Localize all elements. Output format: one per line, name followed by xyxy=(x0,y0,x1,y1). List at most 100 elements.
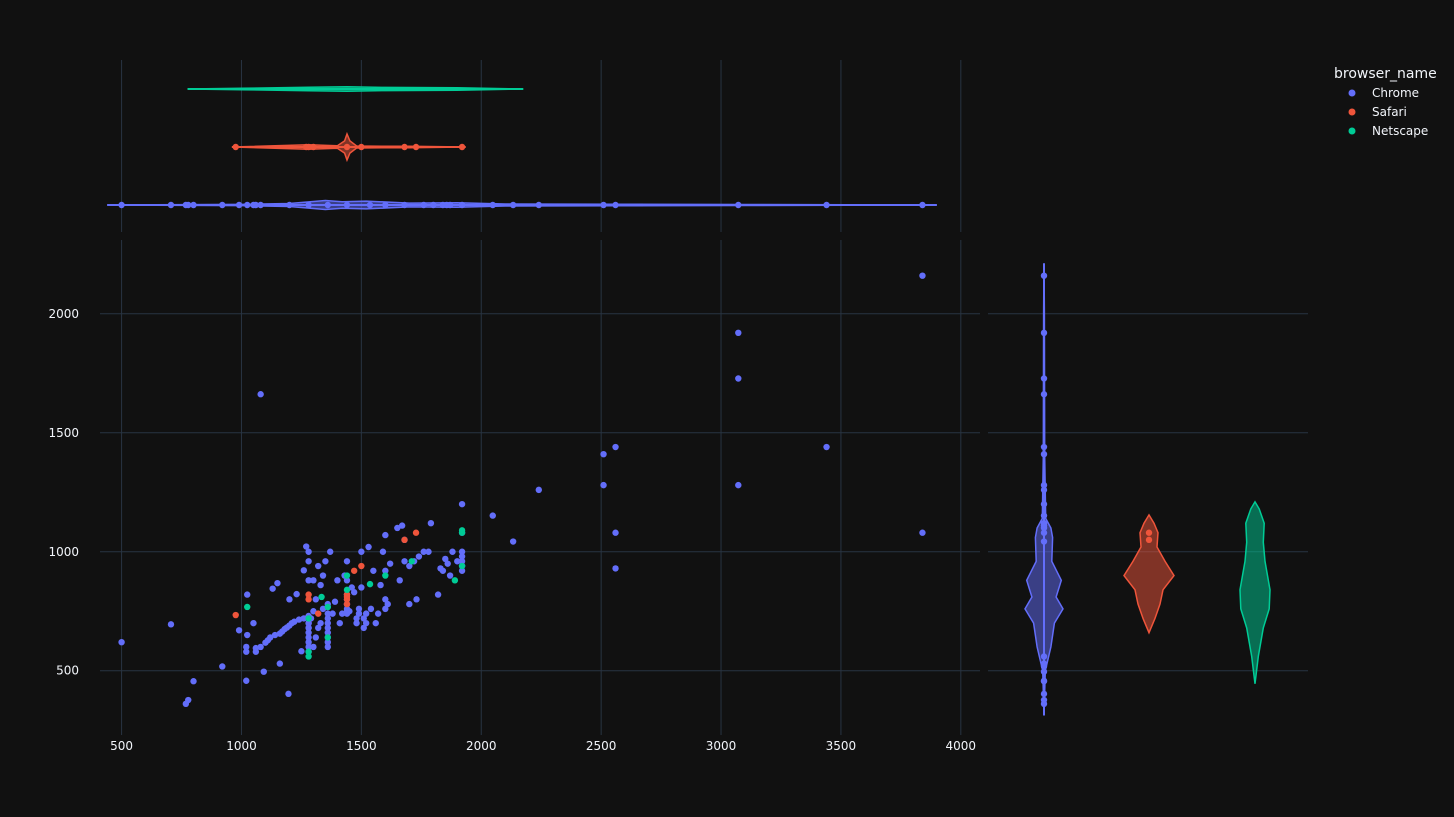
scatter-point xyxy=(315,610,322,617)
scatter-point xyxy=(324,603,331,611)
scatter-point xyxy=(353,615,360,622)
scatter-point xyxy=(535,486,543,494)
violin-point xyxy=(310,143,317,151)
legend-label: Netscape xyxy=(1372,124,1428,138)
scatter-point xyxy=(305,624,312,632)
legend[interactable]: browser_name Chrome Safari Netscape xyxy=(1334,66,1437,138)
marginal-y-violins xyxy=(1024,263,1271,716)
scatter-point xyxy=(458,558,466,565)
scatter-point xyxy=(355,605,363,613)
violin-point xyxy=(823,201,830,209)
scatter-point xyxy=(427,519,435,527)
scatter-point xyxy=(382,572,389,579)
scatter-point xyxy=(449,548,456,555)
violin-point xyxy=(1040,512,1048,519)
scatter-point xyxy=(252,648,260,655)
scatter-point xyxy=(358,562,365,570)
scatter-point xyxy=(350,567,358,574)
scatter-point xyxy=(401,558,408,565)
violin-body xyxy=(1123,513,1175,635)
scatter-point xyxy=(408,558,415,565)
marginal-x-violin-safari xyxy=(231,131,466,163)
series-chrome xyxy=(118,272,926,708)
scatter-point xyxy=(382,531,389,539)
scatter-point xyxy=(360,624,367,632)
violin-point xyxy=(185,201,192,209)
violin-point xyxy=(305,201,312,209)
scatter-point xyxy=(367,605,375,613)
axis-ticks: 500 1000 1500 2000 2500 3000 3500 4000 500 1000 15… xyxy=(48,307,976,753)
y-tick-label: 2000 xyxy=(48,307,79,321)
violin-point xyxy=(1040,660,1048,667)
legend-item-safari[interactable]: Safari xyxy=(1348,105,1407,119)
marginal-y-violin-safari xyxy=(1123,513,1175,635)
violin-point xyxy=(167,201,175,209)
scatter-point xyxy=(458,567,466,574)
scatter-point xyxy=(319,605,327,613)
scatter-point xyxy=(269,585,276,592)
violin-point xyxy=(600,201,607,209)
y-tick-label: 500 xyxy=(56,664,79,678)
scatter-point xyxy=(312,634,320,641)
scatter-point xyxy=(243,648,250,655)
scatter-point xyxy=(362,610,370,617)
scatter-point xyxy=(244,631,251,639)
violin-point xyxy=(1040,329,1048,337)
scatter-point xyxy=(310,643,317,651)
violin-point xyxy=(1040,375,1048,382)
scatter-point xyxy=(412,529,420,536)
scatter-point xyxy=(300,615,308,622)
x-tick-label: 3500 xyxy=(826,739,857,753)
violin-point xyxy=(489,201,496,209)
scatter-point xyxy=(336,619,343,627)
scatter-point xyxy=(324,619,331,627)
scatter-point xyxy=(420,548,427,555)
violin-point xyxy=(235,201,243,209)
scatter-point xyxy=(267,634,274,641)
scatter-point xyxy=(244,591,251,598)
scatter-point xyxy=(329,610,336,617)
scatter-point xyxy=(458,562,466,570)
scatter-point xyxy=(413,596,420,603)
scatter-point xyxy=(305,591,312,598)
scatter-point xyxy=(324,643,331,651)
scatter-point xyxy=(451,577,459,584)
scatter-point xyxy=(324,634,331,641)
scatter-points xyxy=(118,272,926,708)
scatter-point xyxy=(379,548,387,555)
legend-label: Safari xyxy=(1372,105,1407,119)
marginal-x-violin-netscape xyxy=(187,86,524,92)
legend-item-chrome[interactable]: Chrome xyxy=(1348,86,1420,100)
violin-point xyxy=(190,201,197,209)
scatter-point xyxy=(310,608,317,615)
violin-point xyxy=(244,201,251,209)
scatter-point xyxy=(377,581,384,589)
scatter-point xyxy=(612,443,619,451)
scatter-point xyxy=(295,616,303,623)
legend-item-netscape[interactable]: Netscape xyxy=(1348,124,1429,138)
scatter-point xyxy=(355,610,363,617)
scatter-point xyxy=(319,572,327,579)
violin-body xyxy=(1239,500,1271,684)
violin-point xyxy=(252,201,260,209)
violin-point xyxy=(535,201,543,209)
scatter-point xyxy=(406,562,413,570)
scatter-point xyxy=(406,600,413,608)
marginal-y-violin-netscape xyxy=(1239,500,1271,684)
scatter-point xyxy=(386,560,394,567)
scatter-point xyxy=(348,584,355,591)
violin-point xyxy=(1040,272,1048,279)
scatter-point xyxy=(305,548,312,555)
scatter-point xyxy=(394,524,401,532)
x-tick-label: 1500 xyxy=(346,739,377,753)
scatter-point xyxy=(324,610,331,617)
violin-point xyxy=(232,143,239,151)
scatter-point xyxy=(446,572,454,579)
violin-point xyxy=(286,201,293,209)
scatter-point xyxy=(374,610,382,617)
scatter-point xyxy=(305,653,312,660)
scatter-point xyxy=(360,615,367,622)
scatter-point xyxy=(489,512,496,519)
legend-marker xyxy=(1348,89,1356,97)
